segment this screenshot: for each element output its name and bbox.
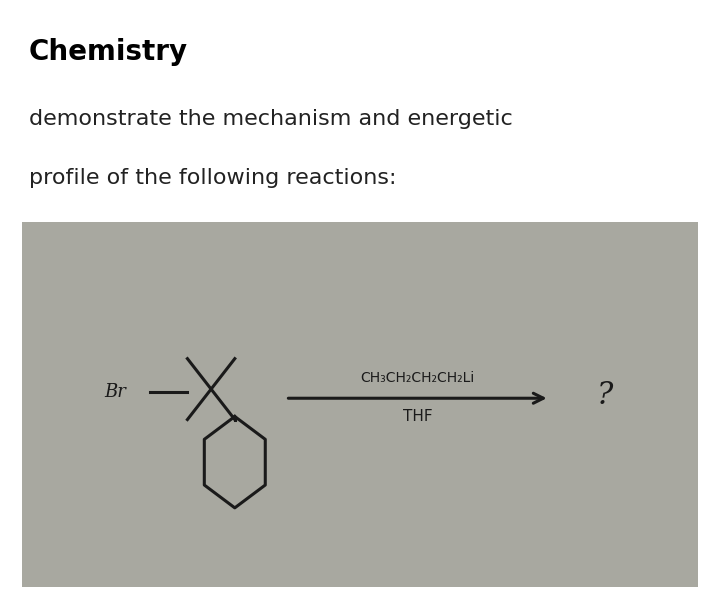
Text: THF: THF bbox=[402, 409, 432, 424]
Text: Chemistry: Chemistry bbox=[29, 38, 188, 66]
Text: demonstrate the mechanism and energetic: demonstrate the mechanism and energetic bbox=[29, 109, 513, 129]
FancyBboxPatch shape bbox=[22, 222, 698, 587]
Text: ?: ? bbox=[597, 380, 613, 411]
Text: CH₃CH₂CH₂CH₂Li: CH₃CH₂CH₂CH₂Li bbox=[361, 371, 474, 385]
Text: Br: Br bbox=[104, 383, 127, 401]
Text: profile of the following reactions:: profile of the following reactions: bbox=[29, 168, 396, 187]
